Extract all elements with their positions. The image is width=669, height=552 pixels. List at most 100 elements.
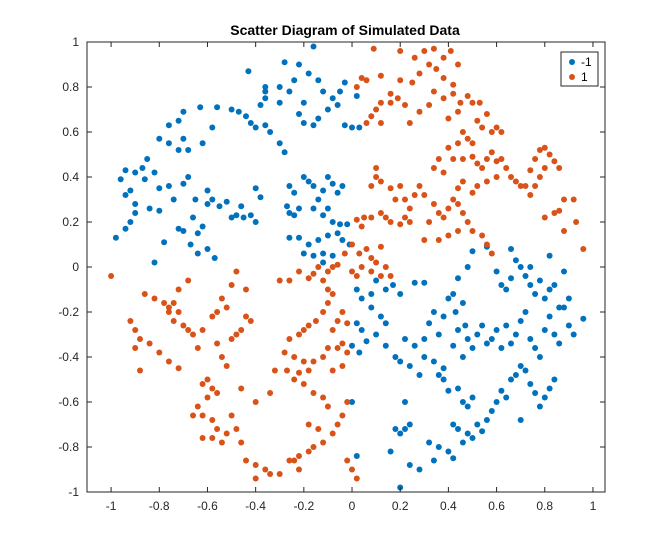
data-point-series-0-133 [373,277,380,284]
data-point-series-1-124 [469,228,476,234]
data-point-series-0-141 [358,327,365,333]
data-point-series-1-270 [353,475,360,482]
data-point-series-1-44 [493,124,500,131]
data-point-series-1-108 [387,219,394,225]
data-point-series-1-236 [233,426,240,432]
data-point-series-0-123 [339,237,346,243]
data-point-series-1-52 [435,156,442,162]
data-point-series-1-188 [165,304,172,311]
data-point-series-1-164 [286,336,293,342]
data-point-series-0-167 [411,279,418,286]
data-point-series-0-170 [435,331,442,338]
data-point-series-1-201 [223,363,230,369]
data-point-series-1-155 [320,277,327,284]
data-point-series-0-56 [151,169,158,176]
data-point-series-1-101 [406,205,413,212]
data-point-series-1-247 [296,453,302,459]
data-point-series-1-30 [426,102,433,108]
data-point-series-1-191 [170,318,177,324]
data-point-series-0-219 [546,286,553,293]
data-point-series-0-231 [459,399,466,405]
data-point-series-1-70 [459,178,466,185]
data-point-series-1-192 [165,309,172,315]
data-point-series-0-78 [286,183,293,189]
data-point-series-1-130 [483,241,490,248]
data-point-series-0-154 [421,354,428,360]
data-point-series-1-87 [561,196,567,203]
data-point-series-1-176 [305,367,312,374]
data-point-series-1-222 [175,365,182,372]
data-point-series-0-174 [450,291,457,297]
data-point-series-1-83 [517,183,524,189]
data-point-series-0-240 [483,417,490,423]
data-point-series-0-229 [445,387,452,394]
data-point-series-1-119 [445,205,452,212]
data-point-series-0-202 [565,322,572,329]
data-point-series-0-45 [165,140,172,147]
data-point-series-0-24 [310,122,317,129]
data-point-series-0-66 [209,196,216,203]
data-point-series-1-23 [363,120,370,126]
x-tick-label: -0.6 [197,499,218,513]
data-point-series-0-87 [339,183,346,189]
data-point-series-1-50 [445,144,452,151]
data-point-series-0-95 [175,225,182,232]
data-point-series-0-215 [527,282,534,288]
data-point-series-0-34 [228,106,235,113]
data-point-series-1-143 [353,273,360,279]
data-point-series-0-148 [402,336,408,342]
data-point-series-1-254 [344,399,351,405]
data-point-series-1-240 [238,439,245,446]
data-point-series-1-256 [320,394,327,401]
data-point-series-1-205 [243,313,249,320]
data-point-series-1-268 [349,466,355,473]
data-point-series-1-61 [493,158,500,165]
data-point-series-1-187 [161,300,168,306]
data-point-series-1-13 [409,79,416,86]
data-point-series-1-63 [503,165,510,171]
data-point-series-0-74 [252,219,259,225]
data-point-series-1-202 [228,336,235,342]
data-point-series-1-175 [329,367,336,374]
data-point-series-1-182 [339,309,346,315]
data-point-series-1-90 [580,246,587,252]
data-point-series-1-258 [300,381,307,387]
data-point-series-0-47 [276,140,283,147]
data-point-series-1-204 [238,327,245,333]
data-point-series-0-257 [435,444,442,450]
data-point-series-0-101 [194,250,201,257]
data-point-series-0-169 [426,320,433,327]
data-point-series-0-38 [252,124,259,131]
data-point-series-0-140 [353,320,360,327]
x-tick-label: 1 [590,499,597,513]
y-tick-label: 0.2 [62,215,79,229]
data-point-series-1-139 [387,273,394,279]
data-point-series-0-250 [532,390,539,396]
data-point-series-0-51 [139,165,146,171]
data-point-series-0-193 [522,309,529,315]
data-point-series-0-233 [469,394,476,401]
data-point-series-0-225 [546,252,553,259]
data-point-series-1-195 [190,331,196,338]
data-point-series-0-241 [488,408,495,414]
data-point-series-1-253 [339,412,346,419]
data-point-series-0-255 [517,417,524,423]
data-point-series-0-185 [483,340,490,347]
data-point-series-0-12 [329,95,336,102]
data-point-series-1-197 [194,345,201,351]
data-point-series-1-227 [214,390,221,396]
data-point-series-1-128 [421,237,428,243]
data-point-series-0-100 [187,241,194,248]
data-point-series-1-69 [455,185,461,192]
data-point-series-0-211 [503,286,510,293]
y-tick-label: 0.6 [62,125,79,139]
data-point-series-0-203 [570,331,577,338]
data-point-series-0-49 [185,147,192,153]
data-point-series-0-131 [358,295,365,302]
data-point-series-1-71 [512,178,519,185]
data-point-series-1-160 [312,318,319,324]
data-point-series-1-189 [170,300,177,306]
data-point-series-1-203 [233,331,240,338]
data-point-series-1-151 [305,275,312,282]
